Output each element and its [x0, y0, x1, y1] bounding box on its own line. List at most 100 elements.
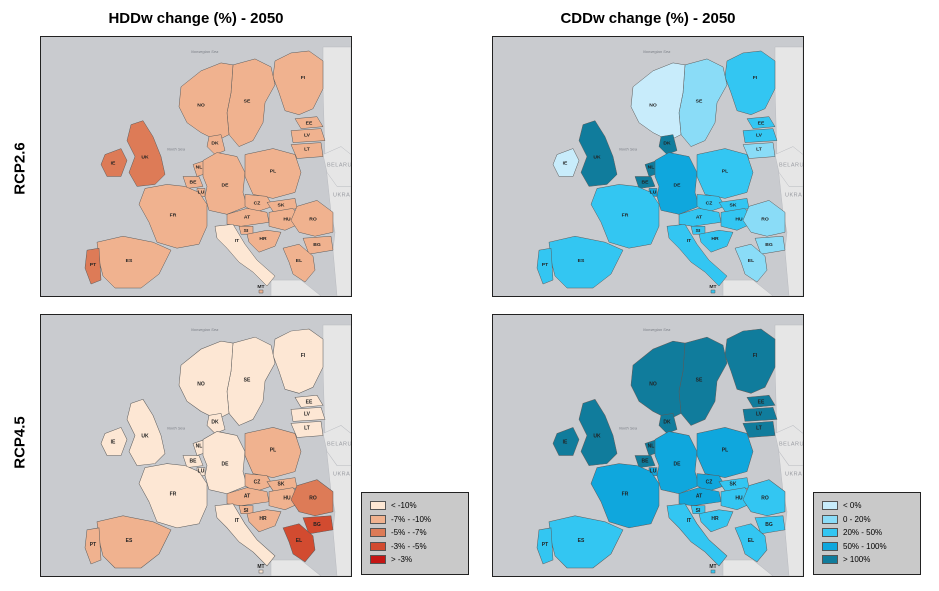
country-uk — [578, 399, 618, 466]
external-country-label: UKRA — [785, 192, 802, 198]
country-dk — [658, 134, 678, 155]
country-label-be: BE — [190, 459, 198, 465]
country-es — [96, 235, 172, 289]
external-country-label: UKRA — [333, 472, 350, 478]
country-label-dk: DK — [211, 141, 219, 147]
country-label-at: AT — [244, 494, 250, 500]
country-label-mt: MT — [257, 564, 264, 570]
country-lt — [290, 421, 324, 438]
sea-label: North Sea — [167, 147, 186, 152]
country-label-fi: FI — [753, 353, 758, 359]
country-fi — [724, 328, 776, 394]
external-country-label: BELARUS — [327, 163, 351, 169]
country-es — [96, 515, 172, 569]
legend-swatch — [822, 555, 838, 565]
legend-item: 20% - 50% — [822, 526, 912, 540]
country-uk — [126, 120, 166, 187]
legend-item: > 100% — [822, 553, 912, 567]
country-it — [666, 503, 728, 567]
country-label-lv: LV — [304, 133, 311, 139]
country-fi — [724, 50, 776, 115]
external-country-label: BELARUS — [779, 441, 803, 447]
country-label-cz: CZ — [706, 200, 713, 206]
country-label-hu: HU — [283, 216, 291, 222]
country-label-se: SE — [244, 99, 251, 105]
country-fr — [590, 463, 660, 529]
country-label-ie: IE — [111, 161, 116, 167]
country-label-de: DE — [674, 462, 682, 468]
country-label-ee: EE — [758, 121, 765, 127]
country-fr — [590, 184, 660, 249]
country-label-uk: UK — [141, 155, 149, 161]
country-no — [630, 62, 686, 141]
country-label-fr: FR — [622, 492, 629, 498]
country-label-es: ES — [126, 258, 133, 264]
country-ro — [290, 200, 334, 237]
country-label-lu: LU — [198, 189, 205, 195]
country-be — [182, 455, 204, 468]
country-label-ro: RO — [761, 216, 769, 222]
country-label-sk: SK — [278, 482, 285, 488]
non-eu-land — [322, 146, 351, 187]
country-label-lv: LV — [756, 133, 763, 139]
country-fr — [138, 184, 208, 249]
country-label-nl: NL — [648, 444, 655, 450]
country-ee — [294, 395, 324, 408]
map-hdd-rcp26: FI SE NO EE LV LT DK IE UK NL BE LU DE PL CZ SK FR AT HU SI… — [40, 36, 352, 297]
legend-item: -3% - -5% — [370, 540, 460, 554]
country-it — [214, 503, 276, 567]
country-label-el: EL — [748, 258, 754, 264]
country-ee — [746, 395, 776, 408]
country-pl — [244, 427, 302, 478]
country-label-nl: NL — [648, 165, 655, 171]
external-country-label: UKRA — [333, 192, 350, 198]
non-eu-land — [322, 425, 351, 466]
country-label-no: NO — [649, 103, 657, 109]
legend-swatch — [370, 514, 386, 524]
country-label-pl: PL — [270, 168, 276, 174]
country-bg — [754, 235, 786, 255]
country-label-fi: FI — [301, 75, 306, 81]
country-label-fr: FR — [622, 212, 629, 218]
country-label-es: ES — [126, 538, 133, 544]
country-label-bg: BG — [765, 522, 773, 528]
country-lv — [290, 128, 326, 143]
sea-label: North Sea — [167, 425, 186, 430]
legend-item: < -10% — [370, 499, 460, 513]
country-pl — [696, 148, 754, 199]
country-label-at: AT — [696, 214, 702, 220]
country-label-nl: NL — [196, 165, 203, 171]
country-label-ee: EE — [758, 399, 765, 405]
legend-label: 50% - 100% — [843, 541, 887, 551]
country-label-bg: BG — [765, 242, 773, 248]
country-de — [202, 431, 248, 494]
non-eu-land — [774, 146, 803, 187]
sea-label: Norwegian Sea — [643, 49, 671, 54]
legend-item: 50% - 100% — [822, 540, 912, 554]
legend-item: > -3% — [370, 553, 460, 567]
country-ee — [294, 116, 324, 129]
country-cz — [244, 194, 274, 213]
country-label-si: SI — [244, 228, 249, 234]
legend-label: > -3% — [391, 555, 413, 565]
legend-label: -3% - -5% — [391, 541, 427, 551]
hdd-column-title: HDDw change (%) - 2050 — [108, 10, 284, 27]
country-it — [666, 224, 728, 287]
country-label-dk: DK — [663, 141, 671, 147]
country-ie — [552, 427, 580, 456]
country-mt — [710, 569, 716, 574]
country-ie — [552, 148, 580, 177]
country-pl — [696, 427, 754, 478]
country-cz — [244, 473, 274, 492]
country-be — [634, 455, 656, 468]
country-hr — [246, 230, 282, 253]
country-label-sk: SK — [730, 482, 737, 488]
country-bg — [302, 515, 334, 535]
country-label-fr: FR — [170, 492, 177, 498]
country-label-lt: LT — [756, 425, 762, 431]
legend-swatch — [822, 514, 838, 524]
country-label-ee: EE — [306, 399, 313, 405]
country-el — [282, 523, 316, 563]
